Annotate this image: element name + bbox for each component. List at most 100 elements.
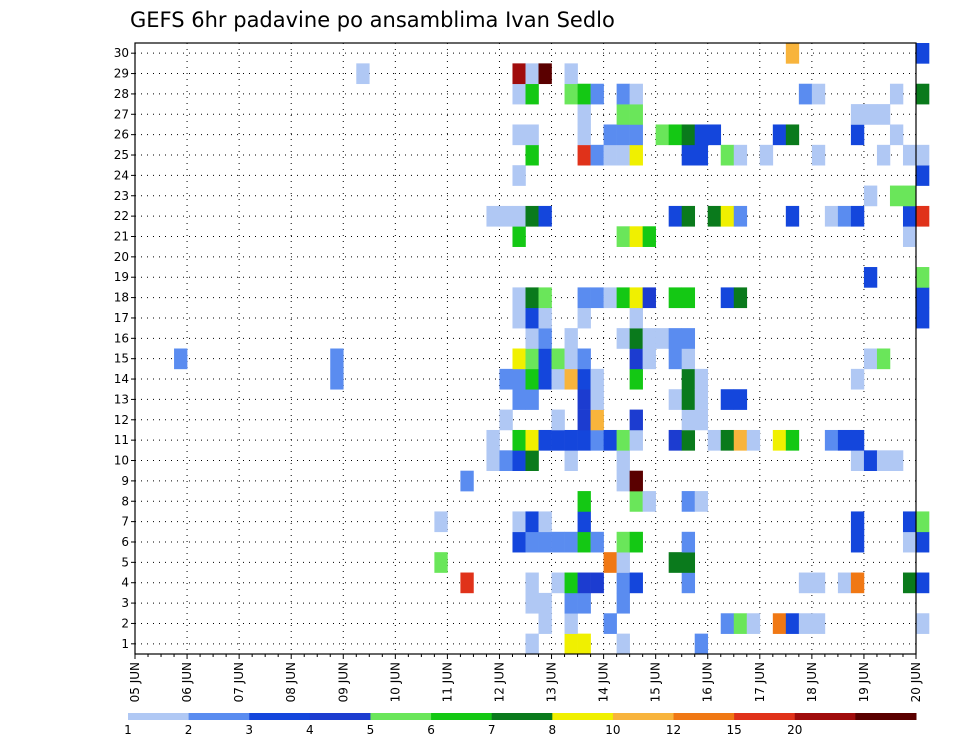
heatmap-cell: [616, 592, 630, 614]
heatmap-cell: [720, 429, 735, 451]
heatmap-cell: [538, 287, 552, 309]
heatmap-cell: [916, 613, 930, 634]
y-axis: 1234567891011121314151617181920212223242…: [114, 46, 135, 651]
colorbar-label: 10: [605, 723, 620, 737]
heatmap-cell: [720, 389, 735, 410]
heatmap-cell: [616, 572, 630, 594]
heatmap-cell: [798, 572, 813, 594]
heatmap-cell: [902, 511, 917, 533]
heatmap-cell: [538, 511, 552, 533]
heatmap-cell: [850, 124, 865, 146]
heatmap-cell: [330, 368, 344, 390]
heatmap-cell: [837, 205, 852, 227]
x-tick-label: 14 JUN: [597, 662, 611, 702]
colorbar-label: 1: [124, 723, 132, 737]
y-tick-label: 22: [114, 209, 129, 223]
heatmap-cell: [629, 368, 643, 390]
colorbar-label: 5: [367, 723, 375, 737]
colorbar-label: 8: [548, 723, 556, 737]
heatmap-cell: [512, 511, 526, 533]
heatmap-cell: [824, 429, 839, 451]
heatmap-cell: [811, 572, 826, 594]
heatmap-cell: [916, 511, 930, 533]
heatmap-cell: [538, 429, 552, 451]
heatmap-cell: [916, 267, 930, 288]
heatmap-cell: [642, 226, 656, 247]
heatmap-cell: [564, 450, 578, 471]
heatmap-cell: [564, 429, 578, 451]
heatmap-cell: [577, 389, 591, 410]
colorbar-label: 3: [245, 723, 253, 737]
heatmap-cell: [681, 491, 696, 512]
heatmap-cell: [889, 83, 904, 105]
heatmap-cell: [720, 205, 735, 227]
heatmap-cell: [629, 287, 643, 309]
heatmap-cell: [590, 572, 604, 594]
heatmap-cell: [590, 83, 604, 105]
heatmap-cell: [772, 124, 787, 146]
heatmap-cell: [577, 511, 591, 533]
heatmap-cell: [616, 429, 630, 451]
y-tick-label: 8: [121, 494, 129, 508]
heatmap-cell: [525, 287, 539, 309]
heatmap-cell: [616, 531, 630, 553]
heatmap-cell: [876, 450, 891, 471]
heatmap-cell: [603, 124, 617, 146]
colorbar-swatch: [309, 713, 371, 720]
colorbar-label: 6: [427, 723, 435, 737]
heatmap-cell: [681, 328, 696, 349]
heatmap-cell: [512, 531, 526, 553]
heatmap-cell: [538, 531, 552, 553]
heatmap-cell: [746, 613, 761, 634]
heatmap-cell: [577, 144, 591, 166]
heatmap-cell: [616, 287, 630, 309]
heatmap-cell: [811, 144, 826, 166]
heatmap-cell: [733, 287, 748, 309]
colorbar-swatch: [734, 713, 796, 720]
heatmap-cell: [733, 144, 748, 166]
heatmap-cell: [681, 429, 696, 451]
heatmap-cell: [733, 205, 748, 227]
heatmap-cell: [916, 43, 930, 64]
heatmap-cell: [863, 450, 878, 471]
heatmap-cell: [668, 205, 682, 227]
y-tick-label: 4: [121, 576, 129, 590]
heatmap-cell: [707, 205, 722, 227]
heatmap-cell: [916, 531, 930, 553]
heatmap-cell: [629, 470, 643, 492]
y-tick-label: 19: [114, 270, 129, 284]
heatmap-cell: [525, 63, 539, 85]
heatmap-cell: [525, 124, 539, 146]
heatmap-cell: [655, 124, 669, 146]
heatmap-cell: [629, 429, 643, 451]
heatmap-cell: [694, 144, 709, 166]
heatmap-cell: [512, 287, 526, 309]
heatmap-cell: [564, 613, 578, 634]
colorbar-label: 2: [185, 723, 193, 737]
heatmap-cell: [590, 409, 604, 431]
heatmap-cell: [525, 205, 539, 227]
heatmap-cell: [564, 368, 578, 390]
heatmap-cell: [174, 348, 188, 370]
heatmap-cell: [551, 368, 565, 390]
heatmap-cell: [577, 633, 591, 655]
heatmap-cell: [616, 226, 630, 247]
colorbar-label: 20: [787, 723, 802, 737]
heatmap-cell: [616, 552, 630, 573]
heatmap-cell: [902, 185, 917, 207]
heatmap-cell: [668, 348, 682, 370]
heatmap-cell: [603, 552, 617, 573]
heatmap-cell: [512, 63, 526, 85]
heatmap-cell: [512, 83, 526, 105]
heatmap-cell: [434, 552, 448, 573]
y-tick-label: 17: [114, 311, 129, 325]
heatmap-cell: [486, 429, 500, 451]
heatmap-cell: [538, 368, 552, 390]
y-tick-label: 6: [121, 535, 129, 549]
heatmap-cell: [850, 429, 865, 451]
colorbar: 1 2 3 4 5 6 7 8 10 12 15 20: [124, 713, 917, 737]
colorbar-swatch: [491, 713, 553, 720]
heatmap-cell: [356, 63, 370, 85]
heatmap-cell: [916, 144, 930, 166]
x-tick-label: 16 JUN: [701, 662, 715, 702]
